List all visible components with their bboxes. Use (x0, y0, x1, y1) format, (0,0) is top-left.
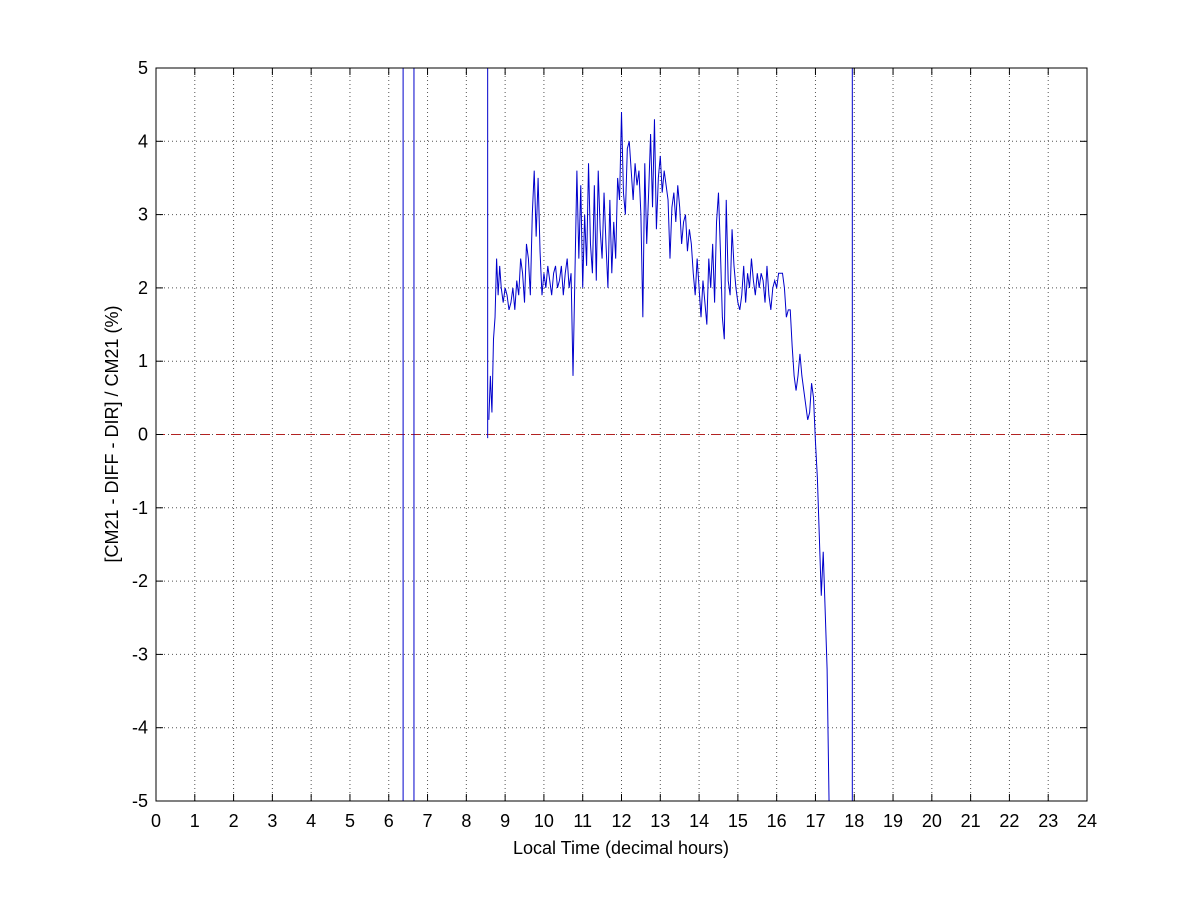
x-tick-label: 17 (805, 811, 825, 831)
x-tick-label: 3 (267, 811, 277, 831)
y-tick-label: 2 (138, 278, 148, 298)
x-tick-label: 20 (922, 811, 942, 831)
y-tick-label: 5 (138, 58, 148, 78)
series-layer (402, 68, 853, 802)
x-tick-label: 18 (844, 811, 864, 831)
x-tick-label: 22 (999, 811, 1019, 831)
y-tick-label: -3 (132, 644, 148, 664)
y-tick-label: -2 (132, 571, 148, 591)
x-tick-label: 0 (151, 811, 161, 831)
x-tick-label: 21 (961, 811, 981, 831)
x-tick-label: 8 (461, 811, 471, 831)
y-axis-label: [CM21 - DIFF - DIR] / CM21 (%) (102, 305, 122, 562)
y-tick-labels: 5 4 3 2 1 0 -1 -2 -3 -4 -5 (132, 58, 148, 811)
x-axis-label: Local Time (decimal hours) (513, 838, 729, 858)
y-tick-label: -4 (132, 718, 148, 738)
x-tick-label: 10 (534, 811, 554, 831)
x-tick-label: 6 (384, 811, 394, 831)
x-tick-label: 11 (573, 811, 592, 831)
y-tick-label: 1 (138, 351, 148, 371)
y-tick-label: -5 (132, 791, 148, 811)
x-tick-label: 16 (767, 811, 787, 831)
x-tick-label: 15 (728, 811, 748, 831)
x-tick-label: 19 (883, 811, 903, 831)
x-tick-label: 23 (1038, 811, 1058, 831)
x-tick-label: 14 (689, 811, 709, 831)
y-tick-label: -1 (132, 498, 148, 518)
y-tick-label: 3 (138, 205, 148, 225)
x-tick-label: 13 (650, 811, 670, 831)
x-tick-label: 24 (1077, 811, 1097, 831)
x-tick-label: 2 (229, 811, 239, 831)
series-line (488, 111, 830, 802)
y-tick-label: 0 (138, 425, 148, 445)
x-tick-label: 7 (423, 811, 433, 831)
x-tick-labels: 0 1 2 3 4 5 6 7 8 9 10 11 12 13 14 15 16 17 18 19 20 21 22 23 24 (151, 811, 1097, 831)
x-tick-label: 12 (611, 811, 631, 831)
x-tick-label: 9 (500, 811, 510, 831)
x-tick-label: 5 (345, 811, 355, 831)
ticks (155, 67, 1088, 802)
y-tick-label: 4 (138, 131, 148, 151)
x-tick-label: 1 (190, 811, 200, 831)
x-tick-label: 4 (306, 811, 316, 831)
